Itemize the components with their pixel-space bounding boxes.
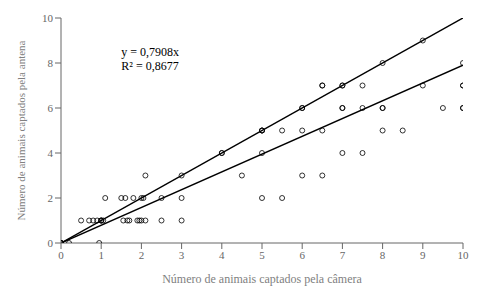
svg-text:4: 4 xyxy=(219,249,225,261)
svg-text:3: 3 xyxy=(179,249,185,261)
svg-text:10: 10 xyxy=(458,249,470,261)
svg-text:2: 2 xyxy=(139,249,145,261)
svg-text:10: 10 xyxy=(42,12,54,24)
svg-text:2: 2 xyxy=(48,192,54,204)
svg-text:0: 0 xyxy=(58,249,64,261)
svg-text:0: 0 xyxy=(48,237,54,249)
svg-text:7: 7 xyxy=(340,249,346,261)
svg-text:4: 4 xyxy=(48,147,54,159)
svg-text:8: 8 xyxy=(380,249,386,261)
svg-text:1: 1 xyxy=(98,249,104,261)
svg-text:5: 5 xyxy=(259,249,265,261)
svg-text:8: 8 xyxy=(48,57,54,69)
svg-text:6: 6 xyxy=(48,102,54,114)
svg-text:9: 9 xyxy=(420,249,426,261)
svg-text:Número de animais captados pel: Número de animais captados pela câmera xyxy=(162,272,362,286)
svg-text:6: 6 xyxy=(299,249,305,261)
svg-text:Número de animais captados pel: Número de animais captados pela antena xyxy=(15,40,27,220)
svg-text:y = 0,7908xR² = 0,8677: y = 0,7908xR² = 0,8677 xyxy=(121,45,179,73)
